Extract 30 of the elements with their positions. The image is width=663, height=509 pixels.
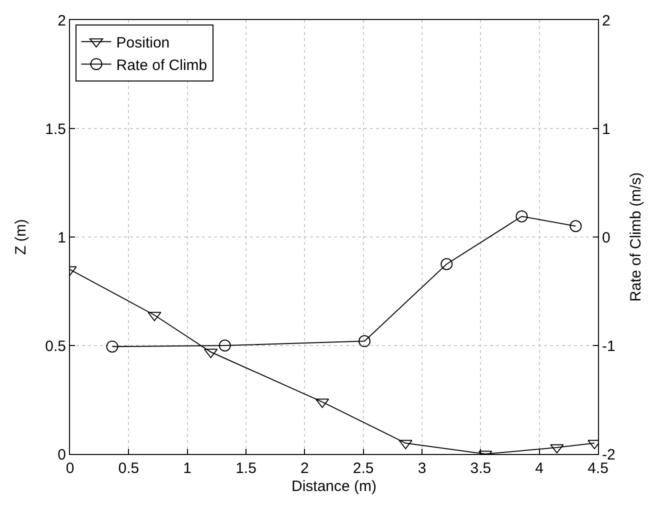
legend-label: Rate of Climb <box>116 56 208 74</box>
point <box>570 220 582 232</box>
x-tick-label: 1.5 <box>236 460 256 477</box>
y-axis-title: Z (m) <box>12 219 30 255</box>
x-tick-label: 3 <box>418 460 426 477</box>
y-tick-label: 1.5 <box>45 120 66 138</box>
x-tick-label: 2.5 <box>352 460 374 477</box>
y2-tick-label: -1 <box>602 338 616 355</box>
y2-axis-title: Rate of Climb (m/s) <box>627 172 644 302</box>
y2-tick-label: 1 <box>602 120 610 138</box>
point <box>218 340 231 352</box>
x-tick-label: 1 <box>183 460 192 477</box>
y-tick-label: 1 <box>58 229 66 246</box>
point <box>398 440 412 450</box>
legend-label: Position <box>116 34 170 52</box>
x-axis-title: Distance (m) <box>291 478 377 495</box>
point <box>440 258 453 270</box>
y2-tick-label: 0 <box>602 229 610 246</box>
point <box>516 210 528 222</box>
x-tick-label: 3.5 <box>470 460 492 477</box>
y-tick-label: 0.5 <box>45 338 66 355</box>
x-tick-label: 0.5 <box>118 460 140 477</box>
x-tick-label: 2 <box>300 460 309 477</box>
point <box>358 335 371 348</box>
y2-tick-label: 2 <box>602 12 610 30</box>
point <box>106 340 118 353</box>
y-tick-label: 0 <box>58 446 66 464</box>
point <box>148 312 162 322</box>
x-tick-label: 4 <box>535 460 544 477</box>
y-tick-label: 2 <box>58 12 66 30</box>
